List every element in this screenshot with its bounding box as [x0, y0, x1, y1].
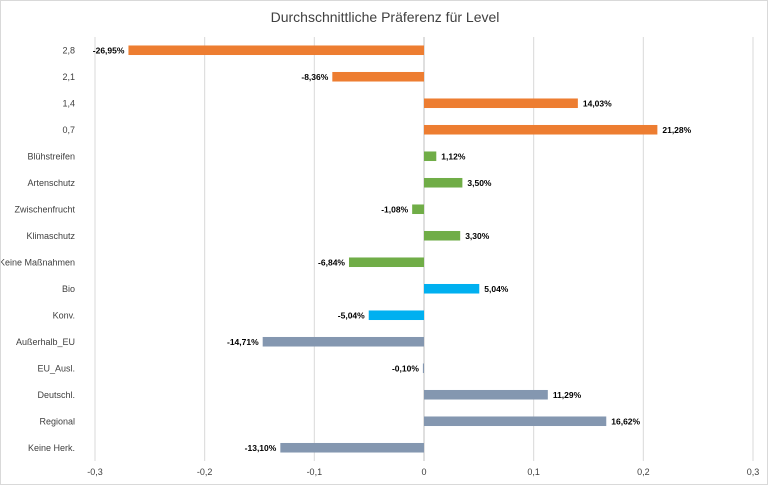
- x-tick-label: -0,2: [197, 467, 213, 477]
- bar: [424, 416, 607, 427]
- data-label: 21,28%: [662, 125, 691, 135]
- category-label: Zwischenfrucht: [14, 204, 75, 214]
- bar: [424, 283, 480, 294]
- category-label: Außerhalb_EU: [16, 337, 75, 347]
- data-label: -14,71%: [227, 337, 259, 347]
- data-label: -5,04%: [338, 310, 365, 320]
- bar: [262, 336, 424, 347]
- data-label: -1,08%: [381, 204, 408, 214]
- category-label: Keine Maßnahmen: [1, 257, 75, 267]
- category-label: EU_Ausl.: [37, 363, 75, 373]
- data-label: -13,10%: [245, 443, 277, 453]
- x-tick-label: -0,3: [87, 467, 103, 477]
- data-label: 16,62%: [611, 416, 640, 426]
- category-label: Keine Herk.: [28, 443, 75, 453]
- category-label: 0,7: [62, 125, 75, 135]
- category-label: Regional: [39, 416, 75, 426]
- bar: [280, 442, 424, 453]
- category-label: Deutschl.: [37, 390, 75, 400]
- x-tick-label: 0,1: [527, 467, 540, 477]
- data-label: 5,04%: [484, 284, 509, 294]
- category-label: Artenschutz: [27, 178, 75, 188]
- category-label: Bio: [62, 284, 75, 294]
- bar: [348, 257, 424, 268]
- category-label: 2,1: [62, 72, 75, 82]
- bar: [424, 389, 548, 400]
- bar: [332, 71, 424, 82]
- category-label: Konv.: [53, 310, 75, 320]
- x-tick-label: -0,1: [307, 467, 323, 477]
- x-tick-label: 0: [421, 467, 426, 477]
- bar: [424, 177, 463, 188]
- category-label: Klimaschutz: [26, 231, 75, 241]
- data-label: 11,29%: [553, 390, 582, 400]
- data-label: -6,84%: [318, 257, 345, 267]
- data-label: 3,50%: [467, 178, 492, 188]
- bar: [412, 204, 424, 215]
- x-tick-label: 0,3: [747, 467, 760, 477]
- data-label: -8,36%: [301, 72, 328, 82]
- data-label: -0,10%: [392, 363, 419, 373]
- category-label: 1,4: [62, 98, 75, 108]
- bar: [424, 124, 658, 135]
- x-tick-label: 0,2: [637, 467, 650, 477]
- bar: [128, 45, 424, 56]
- data-label: 3,30%: [465, 231, 490, 241]
- bar: [424, 230, 461, 241]
- category-label: Blühstreifen: [27, 151, 75, 161]
- bar: [424, 98, 578, 109]
- data-label: -26,95%: [93, 45, 125, 55]
- data-label: 1,12%: [441, 151, 466, 161]
- category-label: 2,8: [62, 45, 75, 55]
- data-label: 14,03%: [583, 98, 612, 108]
- chart-title: Durchschnittliche Präferenz für Level: [270, 9, 500, 25]
- bar: [424, 151, 437, 162]
- bar: [422, 363, 424, 374]
- bar: [368, 310, 424, 321]
